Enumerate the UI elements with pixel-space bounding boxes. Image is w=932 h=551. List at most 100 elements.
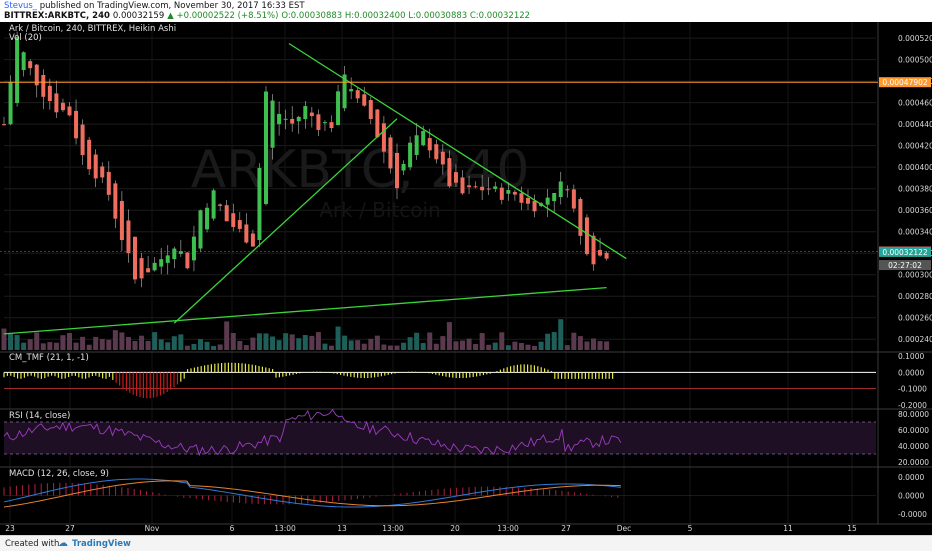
candle-body: [584, 217, 589, 255]
volume-bar: [492, 342, 498, 350]
tmf-pane: [3, 362, 876, 399]
price-tick-label: 0.00042000: [898, 142, 932, 151]
volume-bar: [420, 343, 426, 350]
candle-body: [231, 213, 236, 227]
price-tag-label: 02:27:02: [888, 261, 922, 270]
rsi-line: [3, 408, 622, 457]
volume-bar: [276, 340, 282, 350]
time-tick-label: 27: [65, 524, 75, 533]
macd-tick-label: -0.0000: [898, 510, 927, 519]
candle-body: [591, 235, 596, 265]
candle-body: [178, 251, 183, 254]
volume-bar: [171, 336, 177, 350]
volume-bar: [532, 345, 538, 350]
candle-body: [408, 142, 413, 168]
candle-body: [211, 190, 216, 219]
candle-body: [257, 167, 262, 241]
volume-bar: [387, 345, 393, 350]
candle-body: [467, 185, 472, 188]
volume-bar: [558, 319, 564, 350]
candle-body: [401, 164, 406, 171]
volume-bar: [125, 337, 131, 350]
price-tick-label: 0.00044000: [898, 120, 932, 129]
candle-body: [270, 100, 275, 148]
volume-bar: [289, 334, 295, 350]
rsi-tick-label: 60.0000: [898, 426, 929, 435]
candle-body: [329, 122, 334, 129]
volume-bar: [93, 336, 99, 350]
time-tick-label: 6: [230, 524, 235, 533]
volume-bar: [453, 341, 459, 350]
price-tick-label: 0.00028000: [898, 292, 932, 301]
volume-bar: [348, 340, 354, 350]
candle-body: [558, 181, 563, 198]
tradingview-brand[interactable]: TradingView: [72, 539, 131, 549]
volume-bar: [224, 321, 230, 350]
candle-body: [421, 131, 426, 146]
candle-body: [447, 158, 452, 187]
candle-body: [381, 123, 386, 152]
volume-bar: [191, 343, 197, 350]
price-tick-label: 0.00034000: [898, 228, 932, 237]
volume-bar: [80, 336, 86, 350]
price-tick-label: 0.00036000: [898, 206, 932, 215]
macd-tick-label: 0.0000: [898, 473, 924, 482]
tmf-tick-label: -0.1000: [898, 385, 927, 394]
volume-bar: [577, 336, 583, 350]
candle-body: [604, 252, 609, 259]
chart-canvas[interactable]: ARKBTC, 240 Ark / Bitcoin 0.00052000 0.00…: [0, 22, 932, 535]
volume-bar: [591, 338, 596, 350]
volume-bar: [551, 332, 557, 350]
candle-body: [283, 118, 288, 120]
volume-bar: [584, 341, 590, 350]
candle-body: [224, 205, 229, 222]
candle-body: [493, 186, 498, 189]
candle-body: [296, 116, 301, 122]
candle-body: [355, 90, 360, 99]
candle-body: [139, 258, 144, 279]
volume-bar: [604, 341, 610, 350]
volume-bar: [394, 345, 400, 350]
candle-body: [506, 190, 511, 194]
time-tick-label: 13:00: [497, 524, 519, 533]
price-tag-label: 0.00032122: [882, 248, 928, 257]
price-tick-label: 0.00040000: [898, 163, 932, 172]
volume-bar: [211, 345, 217, 350]
candle-body: [21, 52, 26, 71]
published-text: published on TradingView.com, November 3…: [39, 1, 305, 11]
candle-body: [54, 93, 59, 113]
time-tick-label: 11: [783, 524, 793, 533]
trendlines[interactable]: [3, 42, 627, 335]
last-price-text: 0.00032159: [112, 11, 165, 21]
volume-bar: [309, 335, 315, 350]
time-tick-label: 23: [5, 524, 15, 533]
volume-bar: [230, 332, 236, 350]
volume-bar: [407, 337, 413, 350]
price-tick-label: 0.00046000: [898, 99, 932, 108]
candle-body: [486, 188, 491, 190]
candle-body: [152, 262, 157, 271]
volume-bar: [361, 343, 367, 350]
candle-body: [362, 94, 367, 106]
price-tick-label: 0.00026000: [898, 314, 932, 323]
candle-body: [47, 85, 52, 102]
volume-bar: [283, 333, 289, 350]
candle-body: [2, 124, 6, 126]
volume-bar: [1, 328, 7, 350]
time-tick-label: 20: [450, 524, 460, 533]
candle-body: [133, 236, 137, 280]
volume-bar: [381, 344, 387, 350]
ohlc-text: O:0.00030883 H:0.00032400 L:0.00030883 C…: [281, 11, 531, 21]
volume-bar: [158, 339, 164, 350]
publish-line: Stevus_ published on TradingView.com, No…: [4, 1, 305, 11]
tmf-label: CM_TMF (21, 1, -1): [9, 353, 89, 363]
candle-body: [172, 248, 177, 260]
price-tag: [879, 77, 931, 88]
author-link[interactable]: Stevus_: [4, 1, 38, 11]
candle-body: [146, 268, 151, 273]
candle-body: [185, 252, 190, 269]
tradingview-cloud-icon: ☁: [58, 538, 68, 549]
candle-body: [67, 106, 72, 116]
tmf-tick-label: 0.0000: [898, 368, 924, 377]
volume-bar: [355, 340, 361, 350]
